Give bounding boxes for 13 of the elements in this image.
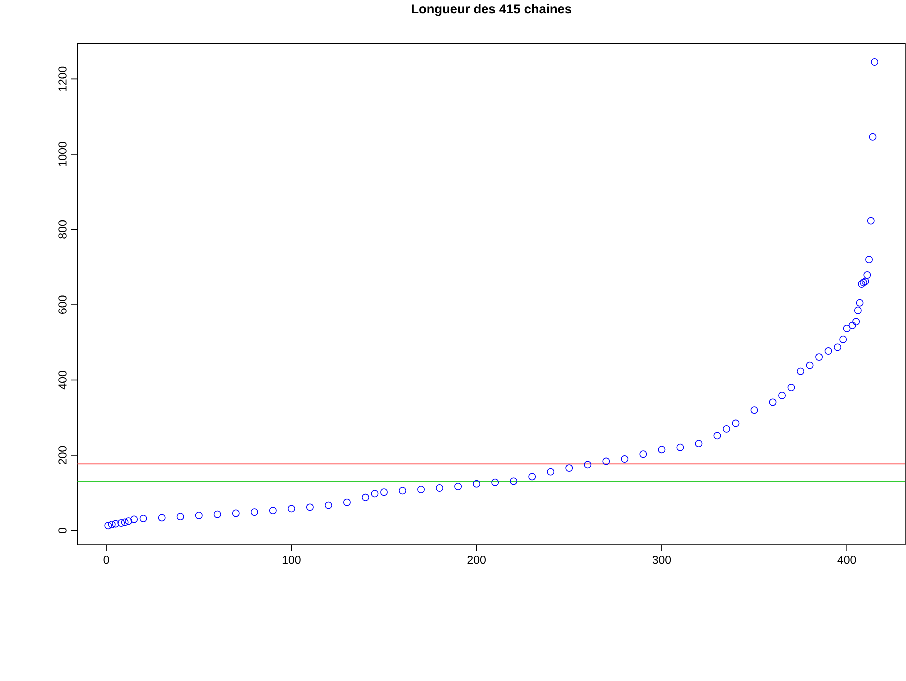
y-tick-label: 1000 <box>58 142 67 167</box>
y-tick-label: 800 <box>58 220 67 240</box>
x-tick-label: 200 <box>468 556 486 564</box>
y-tick-label: 1200 <box>58 67 67 92</box>
chart-title: Longueur des 415 chaines <box>412 4 572 16</box>
y-tick-label: 0 <box>58 528 67 534</box>
y-tick-label: 200 <box>58 446 67 465</box>
x-tick-label: 300 <box>652 556 672 564</box>
x-tick-label: 0 <box>104 556 110 564</box>
x-tick-label: 100 <box>282 556 301 564</box>
y-tick-label: 600 <box>58 296 67 314</box>
y-tick-label: 400 <box>58 371 67 390</box>
x-tick-label: 400 <box>838 556 856 564</box>
